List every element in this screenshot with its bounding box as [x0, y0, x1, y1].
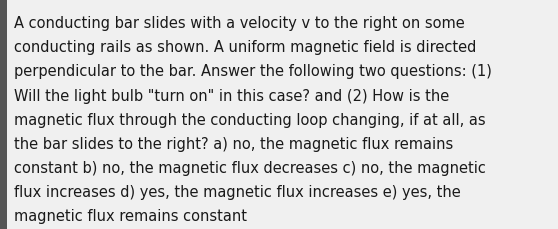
Text: Will the light bulb "turn on" in this case? and (2) How is the: Will the light bulb "turn on" in this ca… — [14, 88, 449, 103]
Text: flux increases d) yes, the magnetic flux increases e) yes, the: flux increases d) yes, the magnetic flux… — [14, 184, 461, 199]
Text: A conducting bar slides with a velocity v to the right on some: A conducting bar slides with a velocity … — [14, 16, 465, 31]
Text: constant b) no, the magnetic flux decreases c) no, the magnetic: constant b) no, the magnetic flux decrea… — [14, 160, 486, 175]
Text: perpendicular to the bar. Answer the following two questions: (1): perpendicular to the bar. Answer the fol… — [14, 64, 492, 79]
Text: conducting rails as shown. A uniform magnetic field is directed: conducting rails as shown. A uniform mag… — [14, 40, 477, 55]
Text: magnetic flux remains constant: magnetic flux remains constant — [14, 208, 247, 223]
Bar — [0, 0, 7, 229]
Text: magnetic flux through the conducting loop changing, if at all, as: magnetic flux through the conducting loo… — [14, 112, 485, 127]
Text: the bar slides to the right? a) no, the magnetic flux remains: the bar slides to the right? a) no, the … — [14, 136, 453, 151]
